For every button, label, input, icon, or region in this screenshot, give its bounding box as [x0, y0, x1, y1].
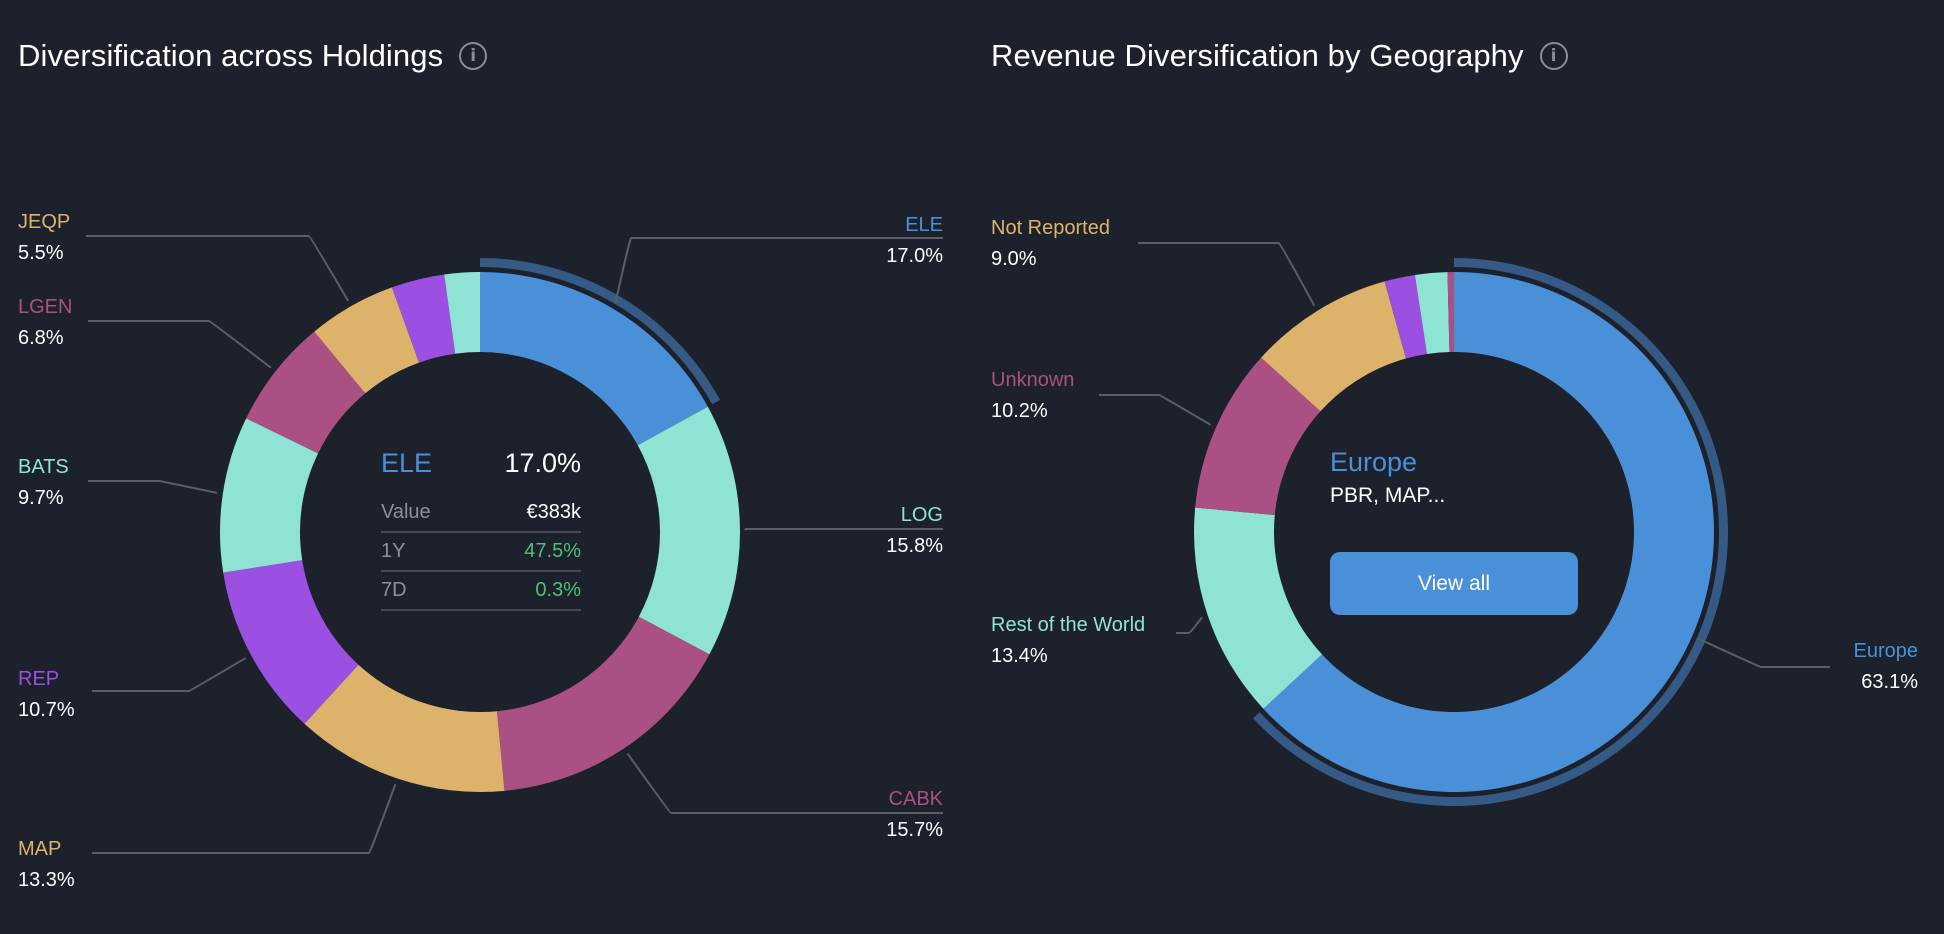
slice-label-value: 13.3% [18, 869, 75, 891]
detail-label: 7D [381, 579, 407, 601]
slice-label-value: 63.1% [1861, 671, 1918, 693]
leader-line [1099, 394, 1212, 426]
slice-label-name: MAP [18, 838, 62, 860]
leader-line [744, 528, 943, 531]
slice-label[interactable]: REP 10.7% [18, 664, 75, 726]
leader-line [88, 480, 218, 494]
slice-label[interactable]: Europe 63.1% [1854, 636, 1919, 698]
slice-label-name: JEQP [18, 211, 71, 233]
selected-slice-highlight [1253, 258, 1728, 806]
donut-slice-other[interactable] [1447, 272, 1454, 353]
detail-row-value: Value €383k [381, 494, 581, 533]
detail-value: €383k [526, 501, 582, 523]
donut-slice-map[interactable] [304, 664, 505, 792]
slice-label[interactable]: Unknown 10.2% [991, 365, 1074, 427]
holding-detail-panel: ELE 17.0% Value €383k 1Y 47.5% 7D 0.3% [381, 448, 581, 611]
leader-line [88, 320, 272, 369]
slice-label[interactable]: MAP 13.3% [18, 834, 75, 896]
leader-line [614, 237, 943, 304]
donut-slice-not-reported[interactable] [1261, 281, 1406, 412]
donut-slice-jeqp[interactable] [314, 287, 420, 394]
region-name: Europe [1330, 447, 1418, 477]
slice-label-name: ELE [905, 214, 943, 236]
slice-label-value: 5.5% [18, 242, 64, 264]
donut-slice-cabk[interactable] [496, 616, 710, 791]
slice-label-value: 13.4% [991, 645, 1048, 667]
slice-label[interactable]: LOG 15.8% [886, 500, 943, 562]
leader-line [1697, 637, 1830, 668]
donut-slice-other[interactable] [444, 272, 480, 354]
slice-label[interactable]: JEQP 5.5% [18, 207, 70, 269]
geography-title: Revenue Diversification by Geography i [991, 38, 1568, 74]
detail-label: 1Y [381, 540, 406, 562]
donut-slice-rep[interactable] [223, 560, 359, 724]
slice-label-value: 9.0% [991, 248, 1037, 270]
detail-row-1y: 1Y 47.5% [381, 533, 581, 572]
slice-label-name: BATS [18, 456, 69, 478]
detail-row-7d: 7D 0.3% [381, 572, 581, 611]
region-detail-panel: Europe PBR, MAP... View all [1330, 444, 1578, 615]
slice-label[interactable]: Not Reported 9.0% [991, 213, 1110, 275]
holdings-title: Diversification across Holdings i [18, 38, 488, 74]
slice-label-name: Unknown [991, 369, 1075, 391]
donut-slice-other[interactable] [1384, 274, 1427, 359]
donut-slice-rest-of-the-world[interactable] [1194, 507, 1323, 709]
slice-label-value: 15.7% [886, 819, 943, 841]
leader-line [1138, 242, 1316, 307]
donut-slice-other[interactable] [391, 274, 456, 363]
slice-label-value: 9.7% [18, 487, 64, 509]
slice-label[interactable]: Rest of the World 13.4% [991, 610, 1145, 672]
slice-label-value: 6.8% [18, 327, 64, 349]
slice-label-name: Not Reported [991, 217, 1110, 239]
detail-value: 47.5% [524, 540, 581, 562]
detail-label: Value [381, 501, 431, 523]
detail-value: 0.3% [535, 579, 581, 601]
leader-line [1176, 616, 1203, 634]
info-icon[interactable]: i [459, 42, 488, 70]
slice-label-name: REP [18, 668, 60, 690]
donut-slice-bats[interactable] [220, 418, 319, 573]
leader-line [92, 657, 247, 692]
view-all-button[interactable]: View all [1330, 552, 1578, 615]
slice-label-name: LGEN [18, 296, 73, 318]
slice-label-name: CABK [888, 788, 943, 810]
slice-label-value: 10.2% [991, 400, 1048, 422]
slice-label-name: Rest of the World [991, 614, 1146, 636]
leader-line [86, 235, 350, 302]
leader-line [626, 752, 943, 814]
slice-label[interactable]: ELE 17.0% [886, 210, 943, 272]
geography-title-text: Revenue Diversification by Geography [991, 38, 1524, 73]
donut-slice-ele[interactable] [480, 272, 708, 446]
region-companies: PBR, MAP... [1330, 484, 1446, 507]
slice-label-value: 17.0% [886, 245, 943, 267]
slice-label-name: Europe [1853, 640, 1919, 662]
holding-ticker: ELE [381, 448, 433, 478]
donut-slice-unknown[interactable] [1195, 357, 1321, 516]
slice-label-name: LOG [900, 504, 943, 526]
slice-label[interactable]: CABK 15.7% [886, 784, 943, 846]
donut-slice-lgen[interactable] [246, 331, 366, 454]
holding-percent: 17.0% [504, 448, 581, 478]
slice-label[interactable]: BATS 9.7% [18, 452, 69, 514]
info-icon[interactable]: i [1539, 42, 1568, 70]
leader-line [92, 783, 397, 854]
donut-slice-log[interactable] [637, 406, 740, 655]
slice-label-value: 15.8% [886, 535, 943, 557]
holdings-title-text: Diversification across Holdings [18, 38, 444, 73]
slice-label-value: 10.7% [18, 699, 75, 721]
donut-slice-other[interactable] [1414, 272, 1450, 355]
donut-slice-europe[interactable] [1263, 272, 1714, 792]
selected-slice-highlight [480, 258, 721, 405]
slice-label[interactable]: LGEN 6.8% [18, 292, 72, 354]
